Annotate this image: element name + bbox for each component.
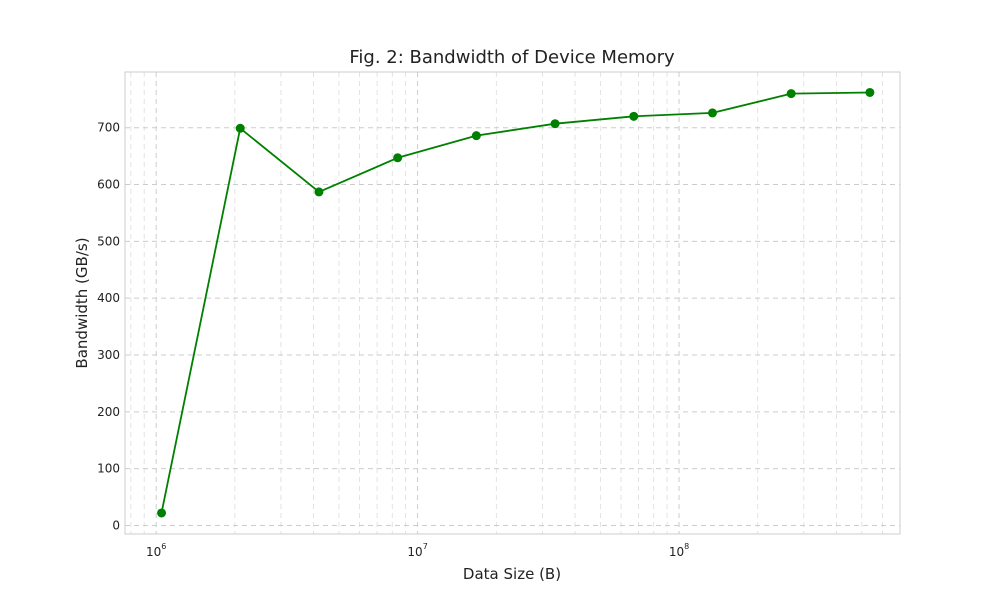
y-tick-label: 500 bbox=[97, 234, 120, 248]
plot-area bbox=[124, 71, 901, 535]
x-tick-label: 106 bbox=[146, 542, 166, 559]
data-series bbox=[157, 87, 875, 518]
data-point bbox=[786, 89, 796, 99]
y-axis-label: Bandwidth (GB/s) bbox=[73, 237, 91, 368]
data-point bbox=[550, 119, 560, 129]
data-point bbox=[471, 131, 481, 141]
x-tick-label: 108 bbox=[669, 542, 689, 559]
data-point bbox=[157, 508, 167, 518]
data-point bbox=[707, 108, 717, 118]
chart-title: Fig. 2: Bandwidth of Device Memory bbox=[349, 47, 675, 68]
y-tick-label: 200 bbox=[97, 405, 120, 419]
y-tick-label: 100 bbox=[97, 462, 120, 476]
data-point bbox=[314, 187, 324, 197]
y-tick-label: 400 bbox=[97, 291, 120, 305]
data-point bbox=[865, 87, 875, 97]
data-point bbox=[629, 111, 639, 121]
data-point bbox=[235, 123, 245, 133]
grid bbox=[125, 72, 900, 534]
y-tick-label: 600 bbox=[97, 178, 120, 192]
x-tick-label: 107 bbox=[407, 542, 427, 559]
data-point bbox=[393, 153, 403, 163]
y-tick-label: 300 bbox=[97, 348, 120, 362]
series-line bbox=[160, 91, 870, 514]
x-axis-label: Data Size (B) bbox=[463, 565, 561, 583]
y-tick-label: 0 bbox=[112, 518, 120, 532]
y-tick-label: 700 bbox=[97, 121, 120, 135]
tick-labels: 106 107 108 0 100 200 300 400 500 600 700 bbox=[97, 121, 689, 559]
